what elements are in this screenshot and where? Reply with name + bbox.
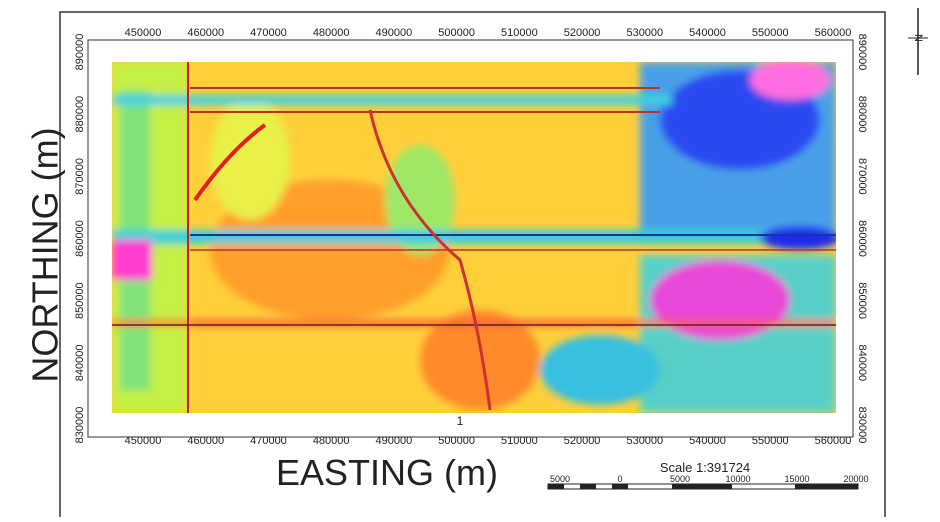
x-tick-label-bottom: 510000 bbox=[501, 435, 538, 447]
scale-text: Scale 1:391724 bbox=[660, 460, 750, 475]
x-tick-label-bottom: 470000 bbox=[250, 435, 287, 447]
x-tick-label-top: 550000 bbox=[752, 27, 789, 39]
x-tick-label-bottom: 540000 bbox=[689, 435, 726, 447]
y-axis-label: NORTHING (m) bbox=[25, 127, 66, 382]
marker-label: 1 bbox=[457, 414, 464, 428]
x-tick-label-bottom: 560000 bbox=[815, 435, 852, 447]
x-tick-label-bottom: 460000 bbox=[187, 435, 224, 447]
x-tick-label-top: 470000 bbox=[250, 27, 287, 39]
x-tick-label-bottom: 480000 bbox=[313, 435, 350, 447]
y-tick-label-right: 840000 bbox=[856, 344, 868, 381]
x-tick-label-top: 450000 bbox=[125, 27, 162, 39]
north-arrow: N bbox=[908, 8, 928, 75]
scale-bar-labels: 5000 0 5000 10000 15000 20000 bbox=[550, 474, 869, 484]
x-tick-label-bottom: 490000 bbox=[376, 435, 413, 447]
map-page: 450000 450000 460000 460000 470000 470000 4800… bbox=[0, 0, 940, 517]
x-tick-label-top: 530000 bbox=[626, 27, 663, 39]
scale-bar-label: 10000 bbox=[725, 474, 750, 484]
x-tick-label-top: 500000 bbox=[438, 27, 475, 39]
y-tick-label-left: 890000 bbox=[74, 34, 86, 71]
x-tick-label-bottom: 530000 bbox=[626, 435, 663, 447]
y-tick-label-right: 880000 bbox=[856, 96, 868, 133]
y-tick-label-left: 850000 bbox=[74, 282, 86, 319]
x-tick-label-bottom: 520000 bbox=[564, 435, 601, 447]
x-tick-label-top: 560000 bbox=[815, 27, 852, 39]
scale-bar-label: 15000 bbox=[784, 474, 809, 484]
y-tick-label-right: 860000 bbox=[856, 220, 868, 257]
y-tick-label-right: 870000 bbox=[856, 158, 868, 195]
y-tick-label-left: 840000 bbox=[74, 344, 86, 381]
y-tick-label-left: 870000 bbox=[74, 158, 86, 195]
y-tick-label-right: 850000 bbox=[856, 282, 868, 319]
y-tick-label-right: 890000 bbox=[856, 34, 868, 71]
y-tick-label-left: 880000 bbox=[74, 96, 86, 133]
x-axis-label: EASTING (m) bbox=[276, 452, 498, 493]
scale-bar-label: 5000 bbox=[670, 474, 690, 484]
x-tick-label-bottom: 450000 bbox=[125, 435, 162, 447]
y-tick-label-left: 830000 bbox=[74, 407, 86, 444]
scale-bar-label: 5000 bbox=[550, 474, 570, 484]
x-tick-label-top: 540000 bbox=[689, 27, 726, 39]
scale-bar bbox=[548, 484, 858, 489]
x-tick-label-top: 510000 bbox=[501, 27, 538, 39]
north-label: N bbox=[912, 34, 924, 42]
x-tick-label-top: 480000 bbox=[313, 27, 350, 39]
x-tick-label-top: 490000 bbox=[376, 27, 413, 39]
anomaly-raster bbox=[112, 60, 840, 413]
y-tick-label-left: 860000 bbox=[74, 220, 86, 257]
x-tick-label-top: 460000 bbox=[187, 27, 224, 39]
scale-bar-label: 0 bbox=[617, 474, 622, 484]
scale-bar-label: 20000 bbox=[843, 474, 868, 484]
y-tick-label-right: 830000 bbox=[856, 407, 868, 444]
x-tick-label-top: 520000 bbox=[564, 27, 601, 39]
x-tick-label-bottom: 550000 bbox=[752, 435, 789, 447]
x-tick-label-bottom: 500000 bbox=[438, 435, 475, 447]
